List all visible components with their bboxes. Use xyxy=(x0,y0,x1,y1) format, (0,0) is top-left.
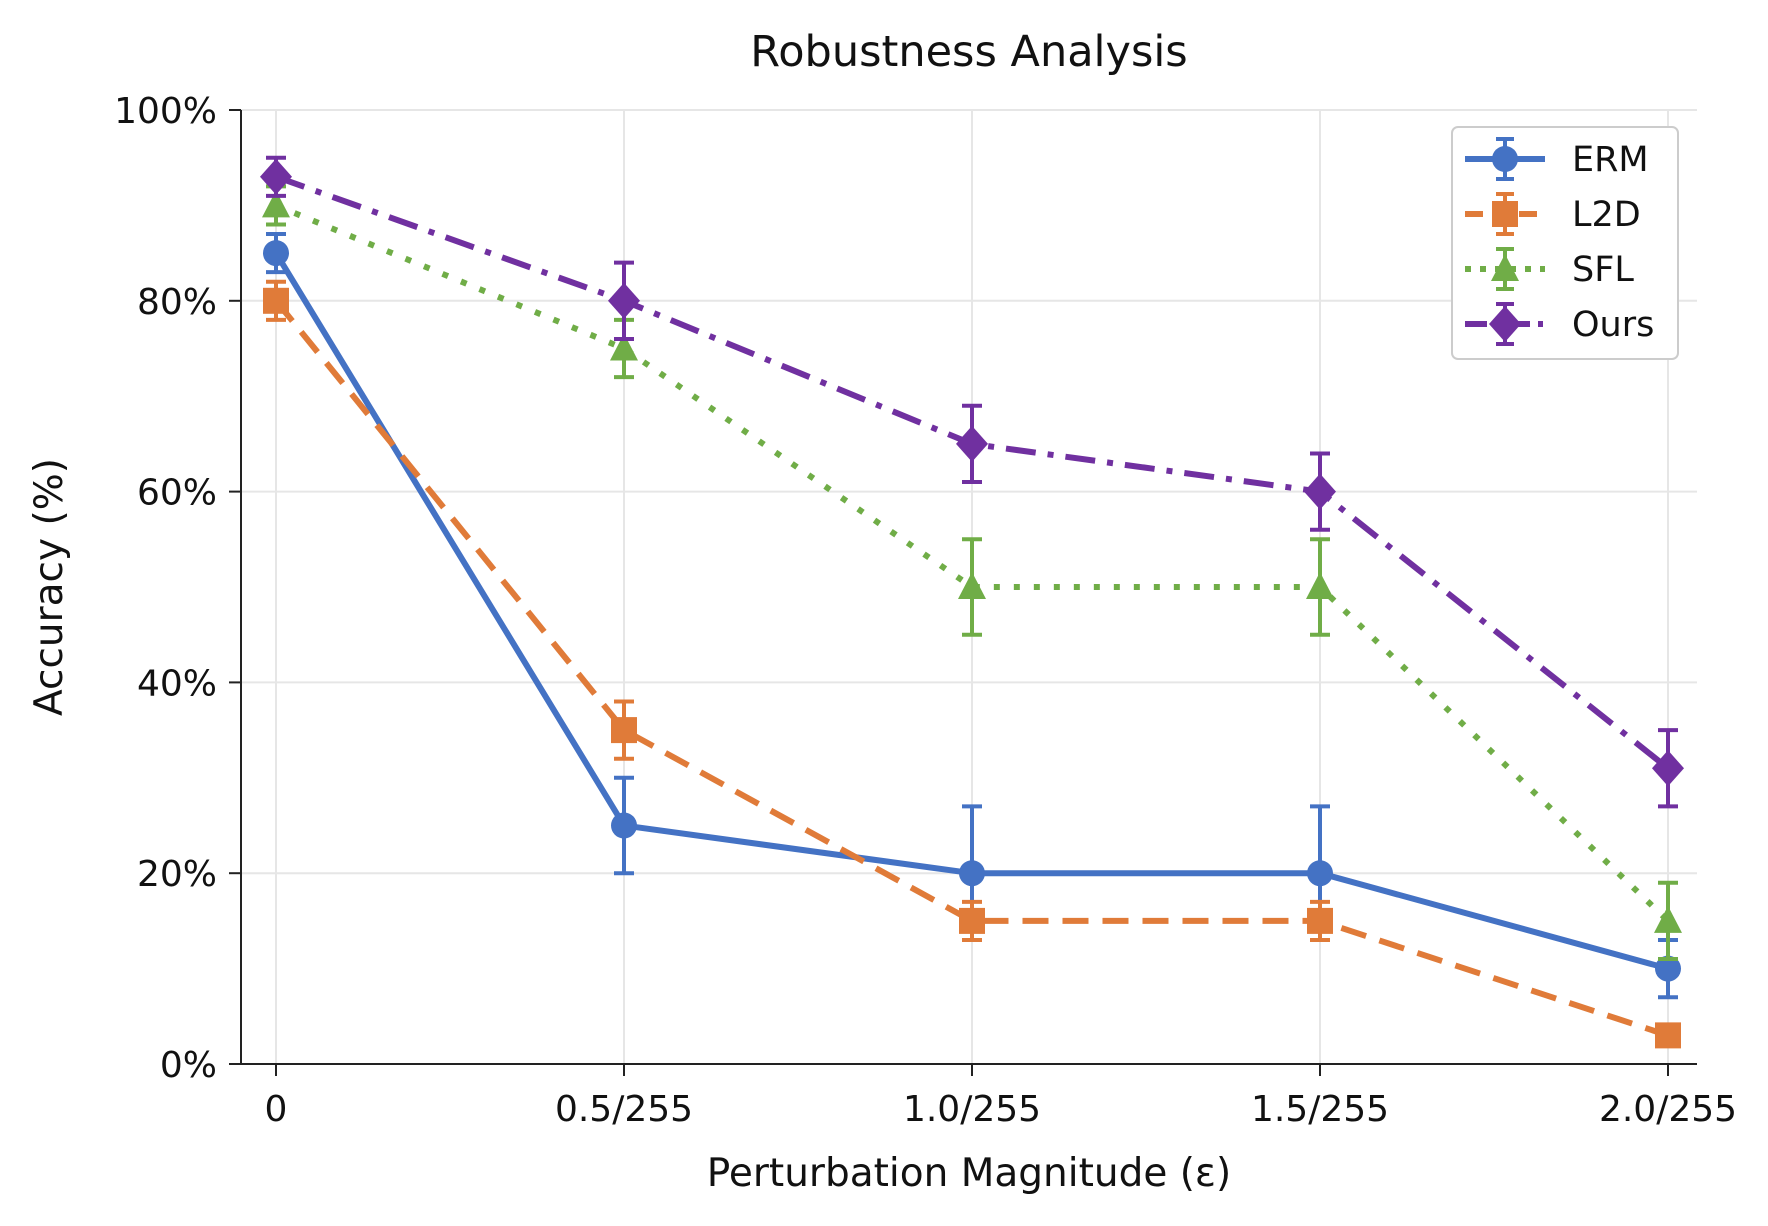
series-ours xyxy=(260,155,1684,809)
series-l2d xyxy=(263,279,1681,1049)
data-point-erm xyxy=(1307,860,1333,887)
data-point-erm xyxy=(1655,955,1681,982)
x-tick-label: 0.5/255 xyxy=(555,1089,693,1130)
legend-marker xyxy=(1491,254,1519,281)
y-tick-label: 60% xyxy=(137,473,217,514)
legend-label: ERM xyxy=(1572,140,1649,180)
series-sfl xyxy=(262,184,1682,962)
y-axis-label: Accuracy (%) xyxy=(27,458,72,716)
legend-marker xyxy=(1489,306,1521,342)
data-point-ours xyxy=(956,425,988,462)
y-tick-label: 20% xyxy=(137,854,217,895)
legend-box xyxy=(1451,126,1679,360)
data-point-erm xyxy=(959,860,985,887)
data-point-l2d xyxy=(1307,907,1333,934)
data-point-l2d xyxy=(1655,1022,1681,1049)
legend-label: Ours xyxy=(1572,305,1654,345)
data-point-sfl xyxy=(1306,572,1334,599)
data-point-ours xyxy=(1652,750,1684,787)
series xyxy=(260,155,1684,1049)
axes xyxy=(240,110,1697,1065)
y-tick-label: 0% xyxy=(160,1045,217,1086)
legend-marker xyxy=(1492,146,1518,172)
legend: ERM L2D SFL Ours xyxy=(1451,126,1679,360)
data-point-sfl xyxy=(1654,905,1682,933)
data-point-ours xyxy=(608,282,640,319)
data-point-sfl xyxy=(610,333,638,361)
legend-item-sfl: SFL xyxy=(1465,247,1634,291)
legend-label: L2D xyxy=(1572,195,1641,235)
x-tick-label: 0 xyxy=(265,1089,288,1130)
data-point-sfl xyxy=(262,190,290,218)
y-tick-label: 40% xyxy=(137,663,217,704)
x-tick-label: 1.0/255 xyxy=(903,1089,1041,1130)
data-point-l2d xyxy=(959,907,985,934)
legend-label: SFL xyxy=(1572,250,1634,290)
ticks: 0% 20% 40% 60% 80% 100% 0 0.5/255 1.0/255 1.5/255… xyxy=(114,91,1737,1130)
y-tick-label: 80% xyxy=(137,282,217,323)
data-point-l2d xyxy=(611,717,637,744)
series-erm xyxy=(263,232,1681,1000)
data-point-ours xyxy=(1304,473,1336,510)
data-point-sfl xyxy=(958,572,986,599)
data-point-ours xyxy=(260,158,292,195)
x-axis-label: Perturbation Magnitude (ε) xyxy=(707,1151,1231,1196)
data-point-l2d xyxy=(263,287,289,314)
x-tick-label: 1.5/255 xyxy=(1251,1089,1389,1130)
legend-item-erm: ERM xyxy=(1465,137,1649,181)
chart-title: Robustness Analysis xyxy=(750,27,1187,77)
y-tick-label: 100% xyxy=(114,91,217,132)
data-point-erm xyxy=(611,812,637,839)
legend-item-ours: Ours xyxy=(1465,302,1654,346)
series-line-l2d xyxy=(273,298,1669,1039)
legend-item-l2d: L2D xyxy=(1465,192,1641,236)
legend-marker xyxy=(1492,201,1518,227)
x-tick-label: 2.0/255 xyxy=(1599,1089,1737,1130)
data-point-erm xyxy=(263,240,289,267)
